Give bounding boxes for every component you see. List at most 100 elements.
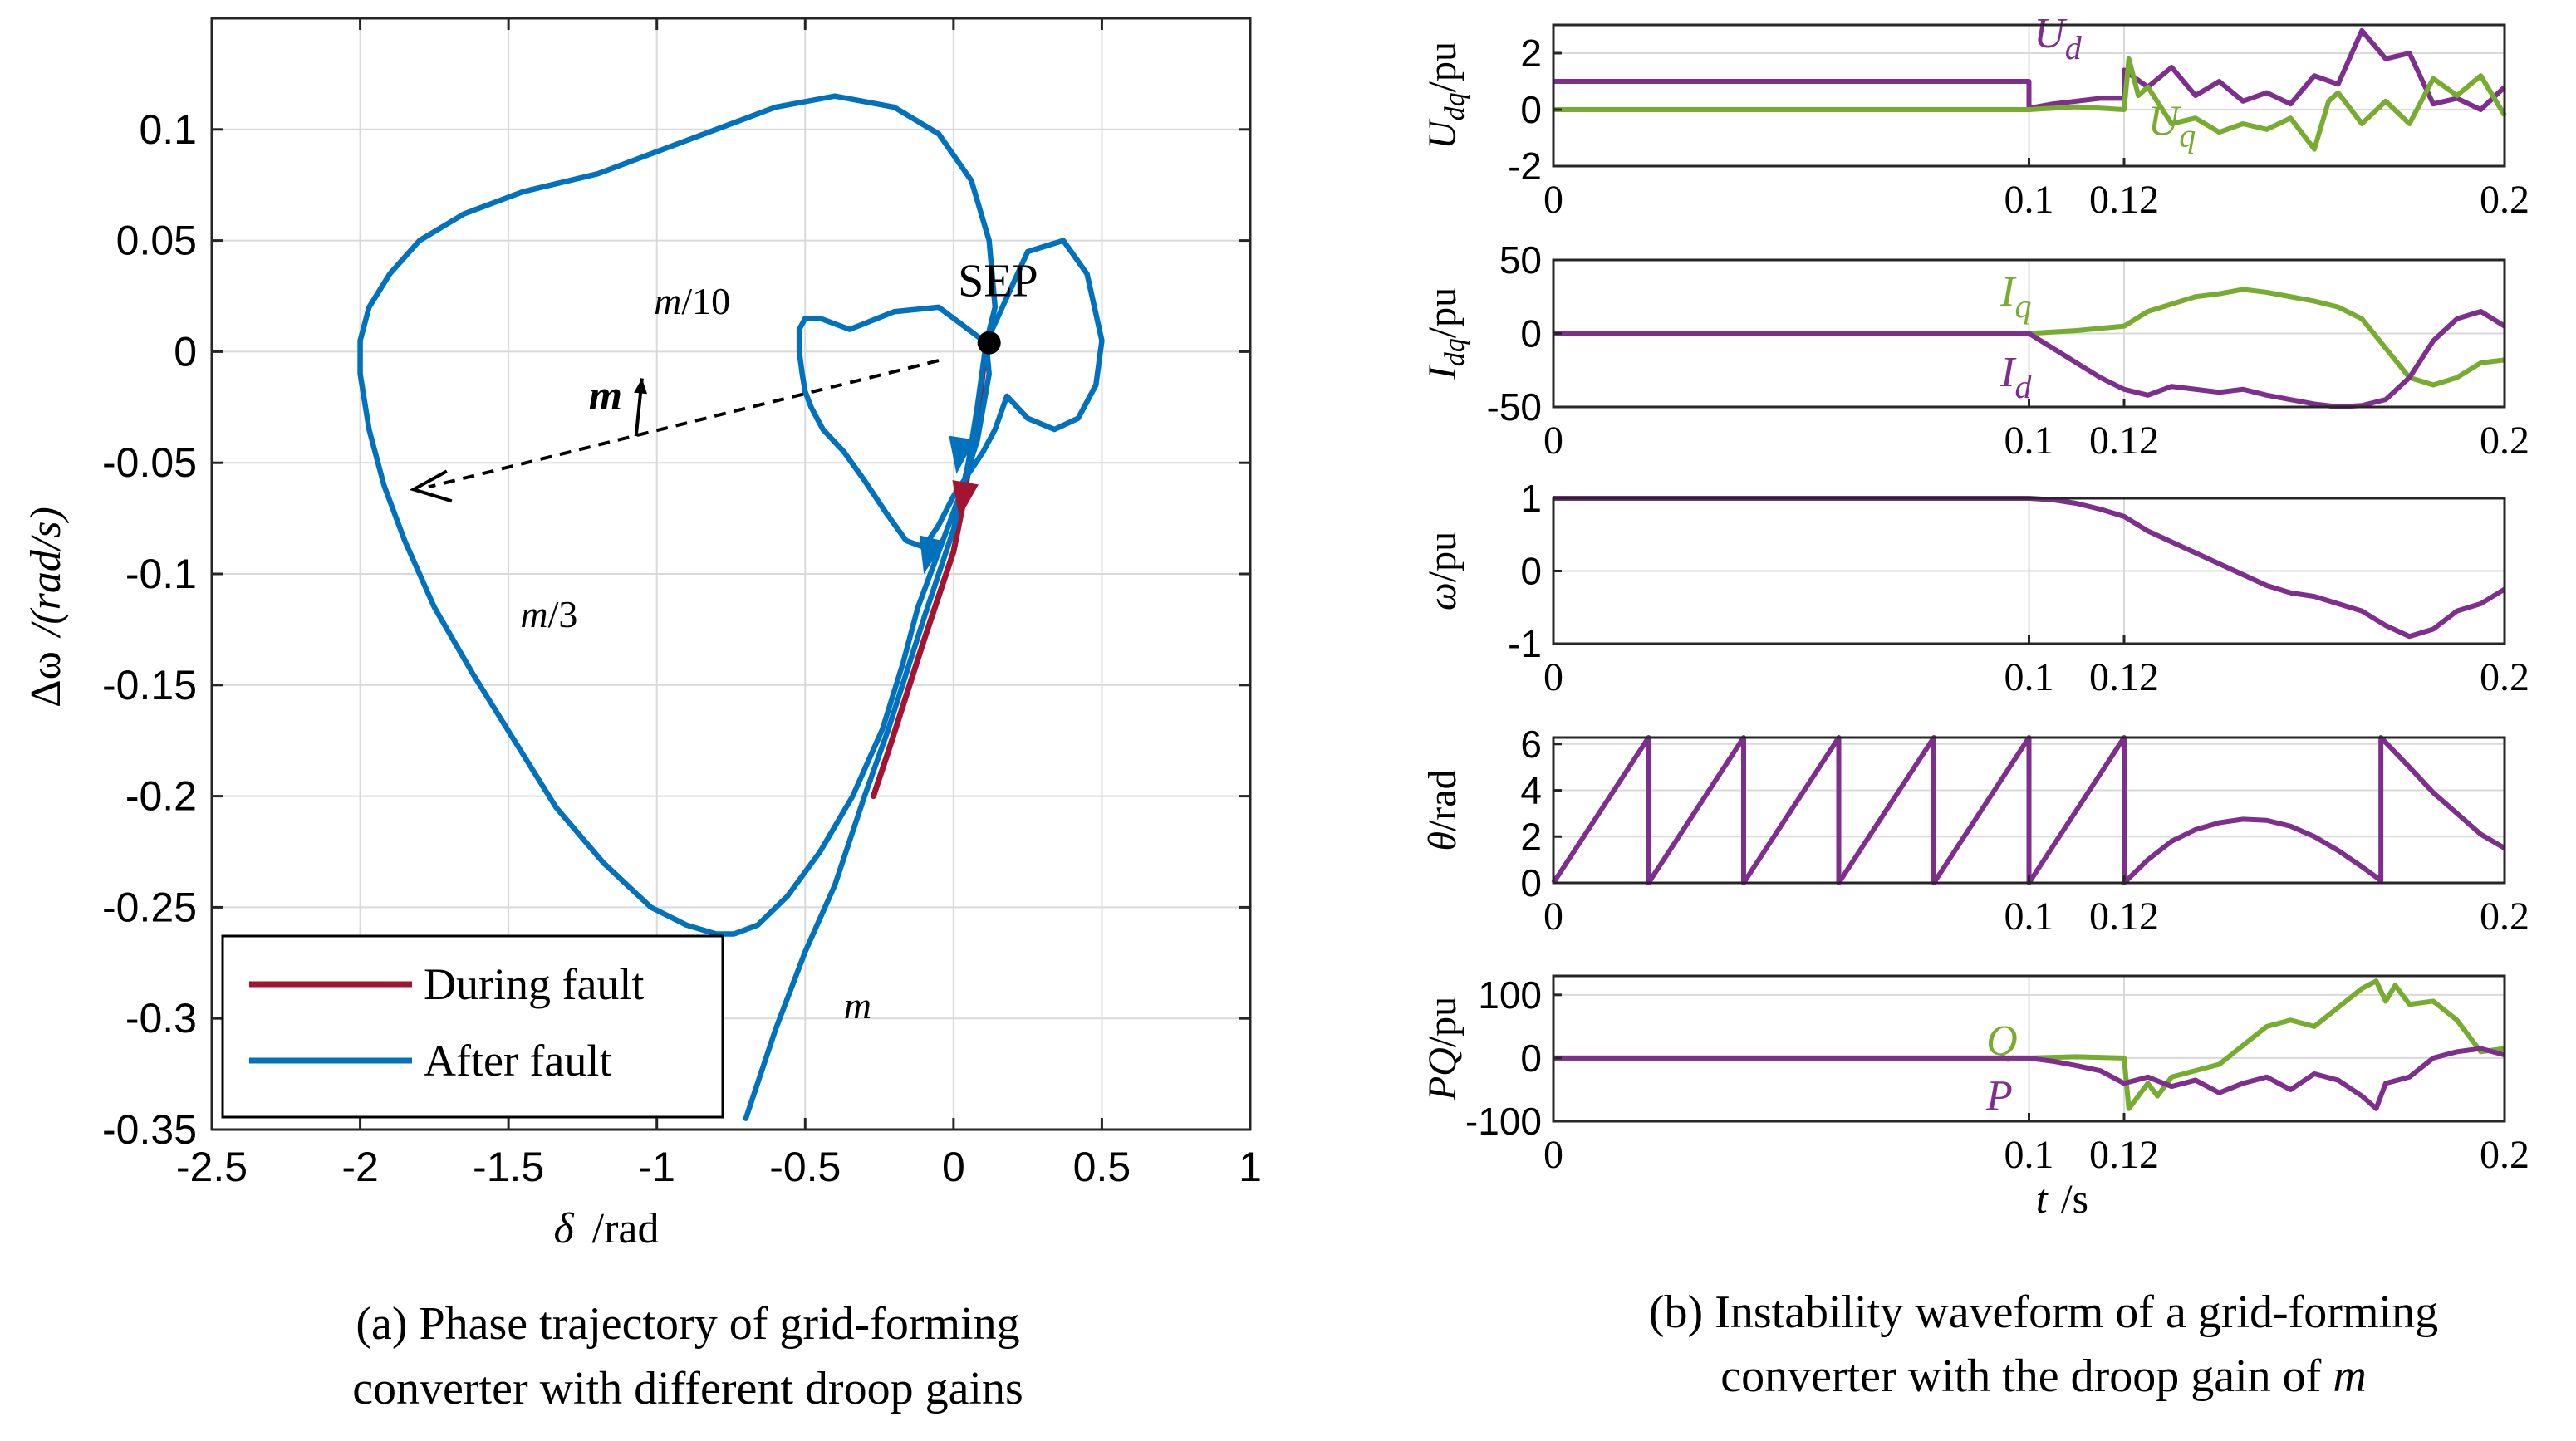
phase-ytick-label: -0.2 (125, 773, 197, 820)
udq-label-Uq-main: U (2148, 98, 2182, 145)
theta-xtick-label: 0.12 (2089, 894, 2159, 939)
udq-series-Uq (1553, 56, 2507, 152)
idq-label-Id-sub: d (2014, 368, 2032, 405)
theta-ylabel: θ/rad (1420, 769, 1465, 850)
idq-label-Id-main: I (1999, 349, 2017, 396)
udq-xtick-label: 0.1 (2004, 178, 2054, 222)
udq-ytick-label: 0 (1520, 88, 1542, 131)
omega-ytick-label: -1 (1508, 622, 1542, 665)
phase-xlabel-unit: /rad (592, 1205, 660, 1252)
caption-b-line2-prefix: converter with the droop gain of (1720, 1350, 2333, 1402)
phase-xlabel-symbol: δ (553, 1205, 574, 1252)
phase-xtick-label: -2.5 (176, 1144, 248, 1190)
m-label-var: m (844, 984, 871, 1027)
omega-series-omega (1553, 496, 2506, 640)
after-fault-arrow-m10 (919, 535, 945, 574)
theta-series-theta (1551, 735, 2506, 885)
idq-xtick-label: 0.2 (2480, 419, 2529, 463)
omega-ylabel: ω/pu (1420, 532, 1465, 610)
phase-ytick-label: 0.05 (116, 218, 197, 264)
udq-ylabel-symbol: U (1420, 118, 1465, 149)
pq-label-P-main: P (1985, 1072, 2013, 1120)
pq-xtick-label: 0.1 (2004, 1133, 2054, 1177)
pq-ytick-label: 0 (1520, 1037, 1542, 1080)
sep-label: SEP (958, 256, 1038, 307)
legend-label: After fault (424, 1036, 611, 1086)
idq-xtick-label: 0.12 (2089, 419, 2159, 463)
udq-label-Ud: Ud (2034, 10, 2083, 66)
theta-ytick-label: 2 (1520, 815, 1542, 858)
idq-ytick-label: -50 (1487, 385, 1542, 429)
phase-ytick-label: 0.1 (139, 106, 197, 153)
pq-series-Q (1553, 978, 2505, 1111)
theta-ylabel-unit: /rad (1420, 769, 1465, 831)
m3-label-den: /3 (548, 593, 578, 635)
phase-series-line (357, 93, 999, 937)
udq-xtick-label: 0.12 (2089, 178, 2159, 222)
droop-gain-dashed-arrow (428, 359, 940, 489)
theta-ytick-label: 6 (1520, 723, 1542, 766)
sep-point (977, 331, 1001, 355)
pq-series-P (1553, 1046, 2505, 1111)
udq-series-Ud (1553, 27, 2507, 112)
omega-xtick-label: 0.1 (2004, 655, 2054, 699)
phase-ylabel-unit: /(rad/s) (22, 507, 70, 639)
idq-label-Iq-main: I (1999, 268, 2017, 316)
phase-ytick-label: -0.05 (102, 439, 197, 486)
udq-ylabel-unit: /pu (1420, 42, 1465, 92)
omega-xtick-label: 0.12 (2089, 655, 2159, 699)
udq-ytick-label: -2 (1508, 145, 1542, 188)
m-arrow-label: m (589, 372, 622, 419)
phase-xtick-label: -1 (638, 1144, 675, 1190)
idq-label-Iq-sub: q (2014, 287, 2031, 325)
idq-series-Iq (1553, 287, 2505, 388)
theta-xtick-label: 0.1 (2004, 894, 2054, 939)
legend-box (221, 934, 724, 1119)
m10-label: m/10 (654, 280, 730, 322)
pq-xtick-label: 0.2 (2480, 1133, 2529, 1177)
omega-ylabel-symbol: ω (1420, 582, 1465, 610)
phase-ylabel: Δω /(rad/s) (22, 507, 70, 708)
idq-ytick-label: 0 (1520, 312, 1542, 355)
caption-b-line2-var: m (2333, 1350, 2366, 1402)
udq-xtick-label: 0.2 (2480, 178, 2529, 222)
phase-xtick-label: 0 (942, 1144, 965, 1190)
m3-label-var: m (520, 593, 547, 635)
phase-xtick-label: -0.5 (769, 1144, 841, 1190)
udq-label-Ud-sub: d (2065, 29, 2083, 66)
phase-xtick-label: 1 (1239, 1144, 1262, 1190)
m10-label-den: /10 (681, 280, 730, 322)
pq-label-P: P (1985, 1072, 2013, 1120)
idq-ylabel-symbol: I (1420, 365, 1465, 380)
idq-ylabel-sub: dq (1440, 338, 1470, 366)
udq-ylabel: Udq/pu (1420, 42, 1470, 149)
omega-ytick-label: 1 (1520, 477, 1542, 520)
phase-series-line (796, 238, 1105, 610)
phase-ytick-label: -0.35 (102, 1106, 197, 1153)
omega-xtick-label: 0.2 (2480, 655, 2529, 699)
idq-xtick-label: 0 (1543, 419, 1563, 463)
phase-ytick-label: 0 (174, 328, 197, 375)
omega-ylabel-unit: /pu (1420, 532, 1465, 582)
pq-ylabel-symbol: PQ (1420, 1047, 1465, 1101)
idq-label-Iq: Iq (1999, 268, 2031, 325)
udq-label-Ud-main: U (2034, 10, 2068, 57)
phase-xtick-label: 0.5 (1073, 1144, 1131, 1190)
idq-label-Id: Id (1999, 349, 2032, 405)
phase-ylabel-symbol: Δω (22, 651, 70, 708)
droop-gain-arrowhead (409, 469, 453, 503)
phase-xtick-label: -2 (341, 1144, 378, 1190)
legend-label: During fault (424, 959, 644, 1009)
caption-b-line2: converter with the droop gain of m (1720, 1350, 2367, 1402)
pq-ylabel: PQ/pu (1420, 997, 1465, 1101)
phase-xlabel: δ/rad (553, 1205, 659, 1252)
idq-xtick-label: 0.1 (2004, 419, 2054, 463)
pq-xlabel-unit: /s (2061, 1175, 2088, 1222)
udq-xtick-label: 0 (1543, 178, 1563, 222)
pq-ylabel-unit: /pu (1420, 997, 1465, 1047)
